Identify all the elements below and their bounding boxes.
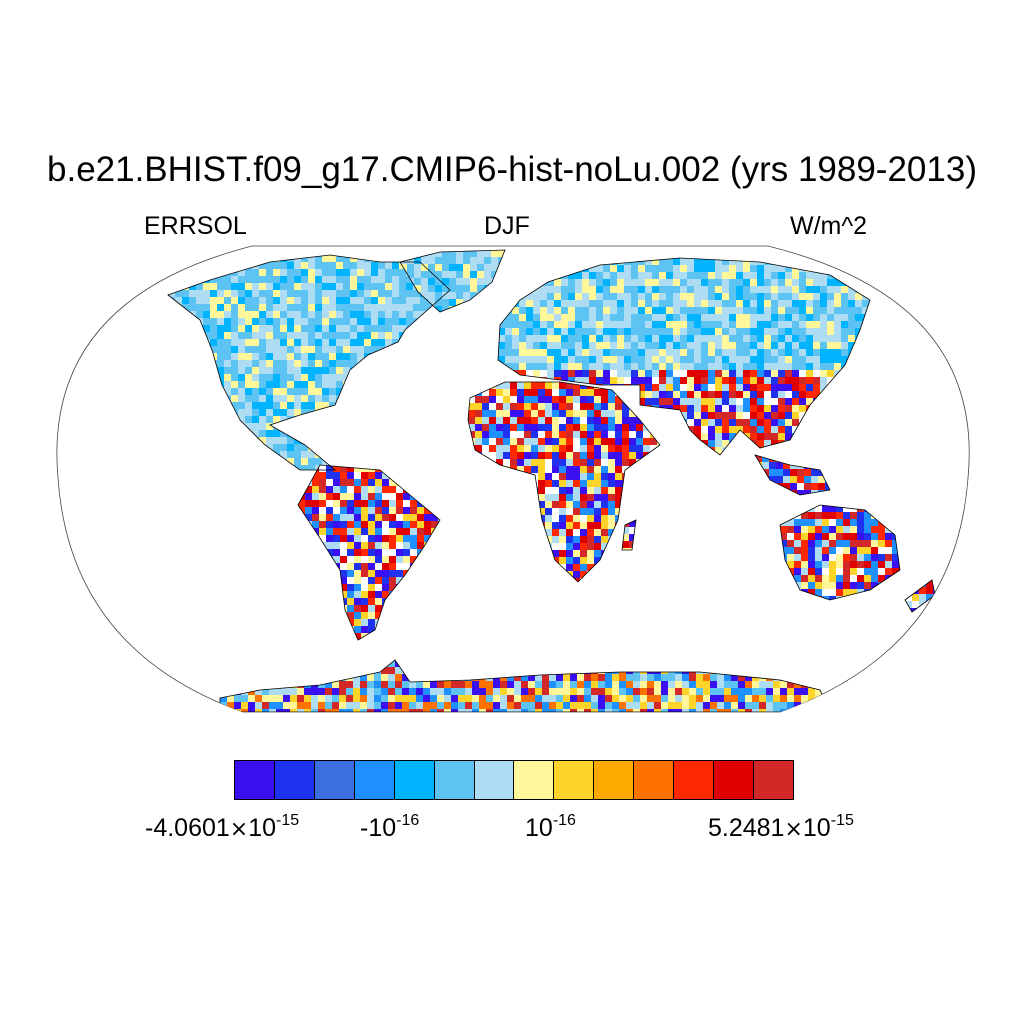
coastline-sumatra-borneo	[754, 454, 831, 496]
colorbar-swatch-9	[594, 761, 635, 799]
colorbar-swatch-6	[474, 761, 515, 799]
colorbar-swatch-7	[514, 761, 555, 799]
coastline-africa	[467, 381, 661, 583]
colorbar-swatch-3	[354, 761, 395, 799]
coastline-australia	[779, 504, 901, 601]
colorbar-label-pos: 10-16	[525, 812, 576, 842]
colorbar	[234, 760, 794, 800]
colorbar-label-min: -4.0601×10-15	[145, 812, 300, 842]
colorbar-swatch-8	[554, 761, 595, 799]
colorbar-label-neg: -10-16	[360, 812, 420, 842]
coastline-north-america	[167, 254, 451, 471]
colorbar-swatch-11	[674, 761, 715, 799]
coastline-eurasia	[497, 257, 871, 456]
colorbar-swatch-0	[235, 761, 275, 799]
season-label: DJF	[484, 212, 530, 240]
plot-title: b.e21.BHIST.f09_g17.CMIP6-hist-noLu.002 …	[47, 150, 977, 189]
colorbar-swatch-12	[714, 761, 754, 799]
coastline-madagascar	[621, 519, 637, 551]
colorbar-swatch-2	[314, 761, 355, 799]
colorbar-swatch-5	[434, 761, 475, 799]
colorbar-swatch-4	[394, 761, 435, 799]
colorbar-swatch-13	[753, 761, 793, 799]
coastline-south-america	[297, 464, 441, 641]
variable-label: ERRSOL	[144, 212, 247, 240]
units-label: W/m^2	[790, 212, 868, 240]
coastline-greenland	[399, 249, 506, 313]
colorbar-swatch-1	[274, 761, 315, 799]
colorbar-swatch-10	[634, 761, 675, 799]
colorbar-label-max: 5.2481×10-15	[708, 812, 854, 842]
